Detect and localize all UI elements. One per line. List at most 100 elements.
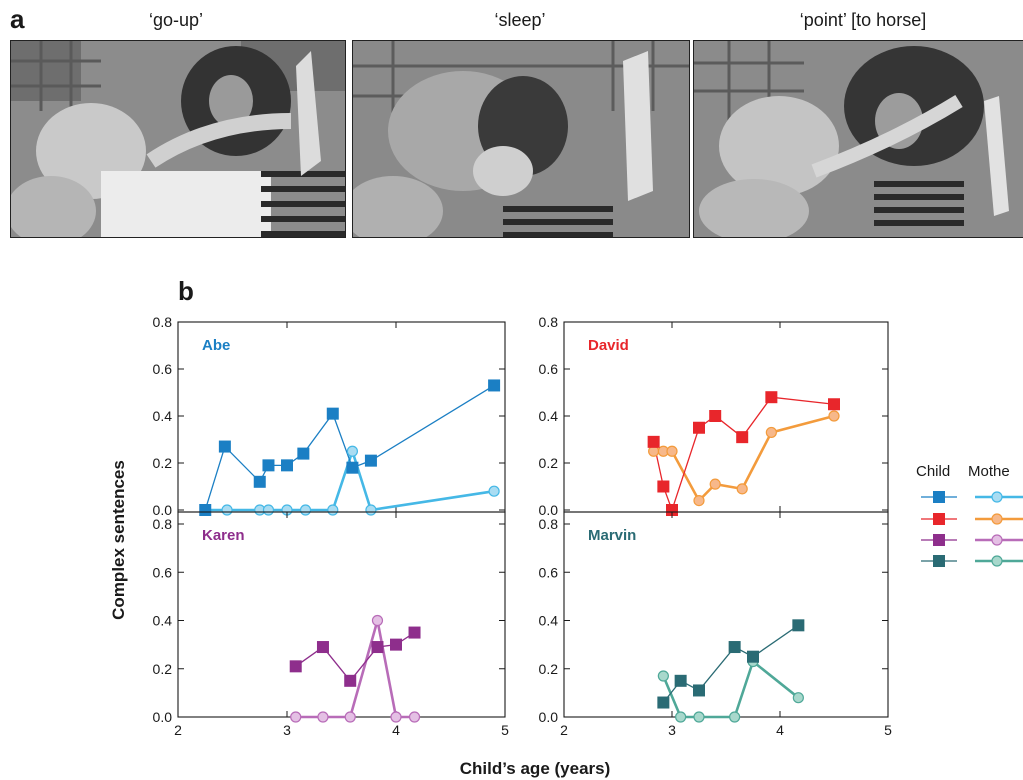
- legend-child-marker: [933, 534, 945, 546]
- marvin-mother-line: [662, 659, 800, 719]
- video-frame-3: [693, 40, 1023, 238]
- y-tick-label: 0.4: [539, 408, 559, 424]
- y-tick-label: 0.8: [539, 516, 559, 532]
- karen-mother-point: [344, 711, 356, 723]
- legend-child-marker: [933, 513, 945, 525]
- y-tick-label: 0.0: [153, 502, 173, 518]
- karen-name-label: Karen: [202, 527, 245, 544]
- y-tick-label: 0.8: [539, 314, 559, 330]
- marvin-name-label: Marvin: [588, 527, 636, 544]
- abe-child-point: [218, 440, 231, 453]
- karen-child-point: [344, 674, 357, 687]
- david-mother-point: [765, 426, 777, 439]
- karen-child-point: [371, 641, 384, 654]
- frame-2-caption: ‘sleep’: [494, 10, 546, 30]
- abe-child-point: [364, 454, 377, 467]
- david-child-point: [709, 410, 722, 422]
- video-frame-1: [10, 40, 346, 238]
- marvin-child-point: [792, 619, 805, 632]
- karen-child-point: [316, 641, 329, 654]
- abe-mother-line: [205, 447, 495, 512]
- y-axis-label: Complex sentences: [109, 460, 128, 620]
- y-tick-label: 0.4: [153, 613, 173, 629]
- abe-child-point: [281, 459, 293, 472]
- y-tick-label: 0.6: [153, 564, 173, 580]
- video-frame-2: [352, 40, 690, 238]
- x-tick-label: 5: [501, 722, 509, 738]
- david-child-point: [828, 398, 840, 411]
- y-tick-label: 0.4: [539, 613, 559, 629]
- panel-a-letter: a: [10, 4, 25, 34]
- david-mother-point: [828, 410, 840, 422]
- abe-child-point: [488, 379, 501, 392]
- karen-mother-line: [295, 620, 415, 719]
- abe-child-point: [326, 407, 339, 420]
- x-tick-label: 4: [776, 722, 784, 738]
- x-tick-label: 2: [560, 722, 568, 738]
- legend-mother-header: Mothe: [968, 463, 1010, 480]
- marvin-child-point: [657, 696, 670, 709]
- abe-child-point: [199, 504, 212, 516]
- legend-child-marker: [933, 555, 945, 567]
- david-child-point: [765, 391, 778, 404]
- karen-child-point: [408, 626, 421, 639]
- abe-child-point: [262, 459, 275, 472]
- y-tick-label: 0.2: [153, 455, 173, 471]
- david-child-point: [647, 435, 660, 448]
- marvin-child-point: [674, 674, 687, 687]
- legend-child-marker: [933, 491, 945, 503]
- david-child-point: [657, 480, 670, 493]
- y-tick-label: 0.6: [539, 564, 559, 580]
- y-tick-label: 0.2: [539, 661, 559, 677]
- david-child-point: [693, 421, 705, 434]
- marvin-child-line: [662, 624, 799, 703]
- y-tick-label: 0.2: [153, 661, 173, 677]
- abe-mother-point: [365, 504, 377, 516]
- karen-mother-point: [371, 614, 384, 627]
- marvin-child-point: [728, 641, 741, 654]
- karen-mother-point: [290, 711, 302, 723]
- marvin-mother-point: [693, 711, 705, 723]
- marvin-mother-point: [729, 711, 741, 723]
- abe-child-point: [253, 475, 266, 488]
- abe-mother-point: [346, 445, 358, 457]
- legend-mother-marker: [991, 513, 1003, 525]
- x-tick-label: 5: [884, 722, 892, 738]
- david-child-point: [666, 504, 678, 516]
- abe-child-point: [297, 447, 310, 460]
- y-tick-label: 0.6: [539, 361, 559, 377]
- david-mother-point: [693, 495, 705, 507]
- y-tick-label: 0.4: [153, 408, 173, 424]
- x-tick-label: 3: [283, 722, 291, 738]
- abe-mother-point: [299, 504, 312, 516]
- x-tick-label: 3: [668, 722, 676, 738]
- david-mother-point: [736, 483, 748, 495]
- abe-mother-point: [327, 504, 339, 516]
- frame-1-caption: ‘go-up’: [148, 10, 204, 30]
- abe-mother-point: [221, 504, 233, 516]
- y-tick-label: 0.2: [539, 455, 559, 471]
- legend-mother-marker: [991, 555, 1003, 567]
- karen-child-point: [390, 638, 402, 651]
- x-tick-label: 2: [174, 722, 182, 738]
- legend-mother-marker: [991, 491, 1003, 503]
- karen-child-point: [289, 660, 302, 673]
- y-tick-label: 0.8: [153, 516, 173, 532]
- marvin-child-point: [747, 650, 759, 663]
- y-tick-label: 0.0: [539, 709, 559, 725]
- karen-mother-point: [390, 711, 402, 723]
- legend-mother-marker: [991, 534, 1003, 546]
- y-tick-label: 0.0: [539, 502, 559, 518]
- abe-child-line: [204, 384, 495, 511]
- frame-3-caption: ‘point’ [to horse]: [799, 10, 927, 30]
- y-tick-label: 0.6: [153, 361, 173, 377]
- x-axis-label: Child’s age (years): [460, 759, 611, 778]
- abe-mother-point: [262, 504, 275, 516]
- karen-mother-point: [408, 711, 421, 723]
- marvin-mother-point: [675, 711, 687, 723]
- legend-child-header: Child: [916, 463, 950, 480]
- abe-child-point: [346, 461, 359, 474]
- karen-mother-point: [317, 711, 329, 723]
- marvin-child-point: [693, 684, 705, 697]
